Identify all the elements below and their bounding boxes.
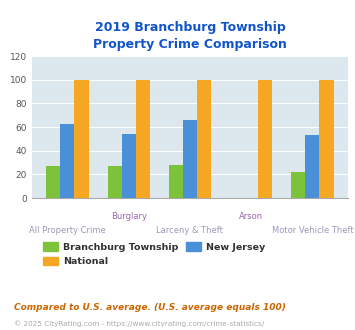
Bar — [108, 166, 122, 198]
Bar — [258, 80, 272, 198]
Bar — [320, 80, 334, 198]
Title: 2019 Branchburg Township
Property Crime Comparison: 2019 Branchburg Township Property Crime … — [93, 21, 287, 51]
Bar — [75, 80, 88, 198]
Text: Burglary: Burglary — [111, 212, 147, 221]
Text: © 2025 CityRating.com - https://www.cityrating.com/crime-statistics/: © 2025 CityRating.com - https://www.city… — [14, 320, 264, 327]
Text: Compared to U.S. average. (U.S. average equals 100): Compared to U.S. average. (U.S. average … — [14, 303, 286, 312]
Bar — [136, 80, 150, 198]
Bar — [197, 80, 211, 198]
Bar — [46, 166, 60, 198]
Bar — [122, 134, 136, 198]
Bar — [183, 120, 197, 198]
Bar — [305, 135, 320, 198]
Text: All Property Crime: All Property Crime — [29, 226, 106, 235]
Text: Motor Vehicle Theft: Motor Vehicle Theft — [272, 226, 353, 235]
Text: Larceny & Theft: Larceny & Theft — [157, 226, 223, 235]
Legend: Branchburg Township, National, New Jersey: Branchburg Township, National, New Jerse… — [43, 243, 265, 266]
Bar — [291, 172, 305, 198]
Bar — [60, 123, 75, 198]
Text: Arson: Arson — [239, 212, 263, 221]
Bar — [169, 165, 183, 198]
